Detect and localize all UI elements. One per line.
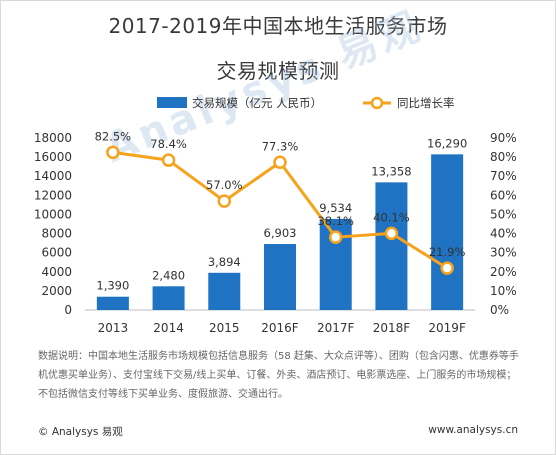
line-point (328, 230, 343, 244)
bar (96, 296, 129, 310)
line-series (106, 145, 454, 275)
bar-value-label: 9,534 (319, 201, 352, 215)
y-right-tick-label: 30% (490, 246, 517, 260)
bar-labels: 1,390 2,480 3,894 6,903 9,534 13,358 16,290 (96, 136, 467, 292)
bar (431, 154, 464, 310)
bar-value-label: 6,903 (264, 226, 297, 240)
line-value-label: 82.5% (95, 129, 132, 143)
line-labels: 82.5% 78.4% 57.0% 77.3% 38.1% 40.1% 21.9% (95, 129, 466, 259)
bar-value-label: 1,390 (96, 279, 129, 293)
x-tick-label: 2019F (428, 321, 466, 335)
line-point (440, 261, 454, 275)
line-value-label: 77.3% (262, 139, 299, 153)
bar-value-label: 2,480 (152, 268, 185, 282)
y-right-tick-label: 0% (490, 303, 509, 317)
y-left-tick-label: 2000 (41, 284, 72, 298)
line-point (273, 155, 287, 170)
y-left-tick-label: 18000 (34, 131, 72, 145)
x-tick-label: 2018F (373, 321, 411, 335)
bar (375, 182, 408, 310)
line-value-label: 57.0% (206, 178, 243, 192)
bar-value-label: 13,358 (371, 164, 411, 178)
legend-label-line: 同比增长率 (397, 96, 455, 110)
y-right-tick-label: 40% (490, 227, 517, 241)
y-left-tick-label: 4000 (41, 265, 72, 279)
y-right-tick-label: 20% (490, 265, 517, 279)
bar (264, 244, 296, 310)
y-left-tick-label: 14000 (34, 169, 72, 183)
legend-swatch-marker (370, 96, 384, 110)
x-tick-label: 2013 (98, 321, 129, 335)
bar (152, 286, 185, 310)
x-tick-label: 2014 (153, 321, 184, 335)
y-axis-right: 0% 10% 20% 30% 40% 50% 60% 70% 80% 90% (490, 131, 517, 317)
data-note: 数据说明：中国本地生活服务市场规模包括信息服务（58 赶集、大众点评等）、团购（… (38, 351, 519, 400)
bar (208, 272, 241, 310)
line-point (217, 194, 232, 208)
y-left-tick-label: 12000 (34, 188, 72, 202)
y-left-tick-label: 6000 (41, 246, 72, 260)
footer-copyright: © Analysys 易观 (38, 426, 123, 438)
chart-title-line2: 交易规模预测 (216, 59, 340, 83)
line-point (106, 145, 120, 160)
y-axis-left: 0 2000 4000 6000 8000 10000 12000 14000 16000 180… (34, 131, 72, 317)
y-left-tick-label: 10000 (34, 207, 72, 221)
chart-svg: 交易规模（亿元 人民币） 同比增长率 0 2000 4000 6000 8000 10000… (34, 96, 517, 335)
y-right-tick-label: 80% (490, 150, 517, 164)
line-point (161, 153, 176, 167)
legend-label-bar: 交易规模（亿元 人民币） (192, 96, 322, 110)
y-left-tick-label: 0 (64, 303, 72, 317)
x-tick-label: 2015 (209, 321, 240, 335)
y-left-tick-label: 8000 (41, 227, 72, 241)
chart-title-line1: 2017-2019年中国本地生活服务市场 (108, 14, 448, 38)
footer-website: www.analysys.cn (428, 424, 518, 436)
y-right-tick-label: 90% (490, 131, 517, 145)
y-right-tick-label: 60% (490, 188, 517, 202)
line-value-label: 21.9% (429, 245, 466, 259)
y-right-tick-label: 70% (490, 169, 517, 183)
x-tick-label: 2016F (261, 321, 299, 335)
bar-value-label: 16,290 (427, 136, 467, 150)
y-left-tick-label: 16000 (34, 150, 72, 164)
x-tick-label: 2017F (317, 321, 355, 335)
x-axis: 2013 2014 2015 2016F 2017F 2018F 2019F (85, 309, 475, 335)
line-value-label: 40.1% (373, 210, 410, 224)
bar-series (96, 154, 464, 310)
bar-value-label: 3,894 (208, 255, 241, 269)
line-point (384, 226, 399, 241)
legend: 交易规模（亿元 人民币） 同比增长率 (157, 96, 455, 110)
y-right-tick-label: 10% (490, 284, 517, 298)
line-value-label: 38.1% (317, 214, 354, 228)
y-right-tick-label: 50% (490, 207, 517, 221)
legend-swatch-bar (157, 97, 187, 108)
line-value-label: 78.4% (150, 137, 187, 151)
